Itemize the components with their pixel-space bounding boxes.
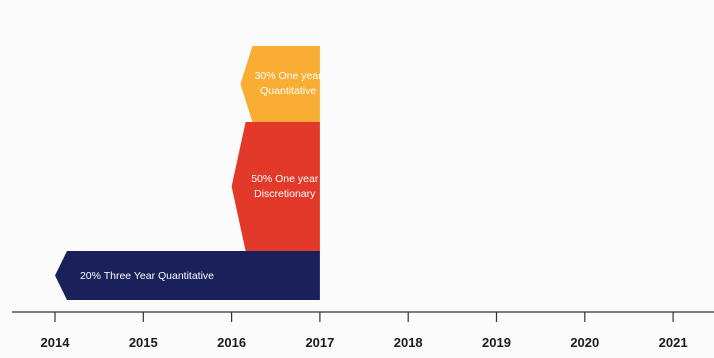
segment-50-one-year-discretionary bbox=[231, 122, 320, 251]
segment-30-one-year-quantitative-label: Quantitative bbox=[260, 85, 316, 97]
axis-ticks bbox=[54, 312, 674, 322]
year-label-2015: 2015 bbox=[129, 335, 158, 350]
segment-20-three-year-quantitative bbox=[55, 251, 320, 300]
segment-20-three-year-quantitative-label: 20% Three Year Quantitative bbox=[80, 270, 214, 282]
segment-50-one-year-discretionary-label: Discretionary bbox=[254, 188, 316, 200]
segment-30-one-year-quantitative-label: 30% One year bbox=[255, 70, 323, 82]
year-label-2016: 2016 bbox=[217, 335, 246, 350]
year-label-2020: 2020 bbox=[570, 335, 599, 350]
year-label-2018: 2018 bbox=[394, 335, 423, 350]
year-label-2014: 2014 bbox=[41, 335, 71, 350]
segment-50-one-year-discretionary-label: 50% One year bbox=[251, 173, 319, 185]
year-label-2017: 2017 bbox=[305, 335, 334, 350]
axis-year-labels: 2014 2015 2016 2017 2018 2019 2020 2021 bbox=[41, 335, 688, 350]
segment-30-one-year-quantitative bbox=[240, 46, 320, 122]
year-label-2019: 2019 bbox=[482, 335, 511, 350]
year-label-2021: 2021 bbox=[659, 335, 688, 350]
allocation-segments: 30% One year Quantitative 50% One year Disc… bbox=[55, 46, 322, 300]
